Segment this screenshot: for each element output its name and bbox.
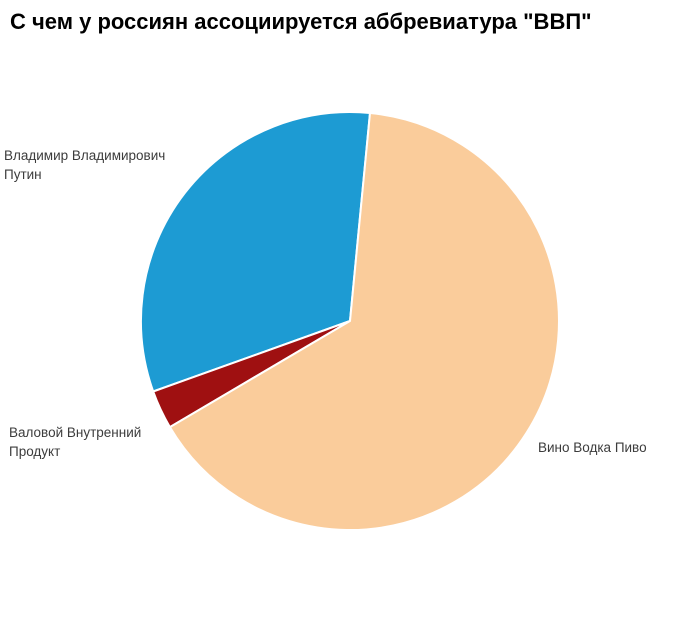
slice-label-line: Владимир Владимирович [4,148,166,163]
chart-title: С чем у россиян ассоциируется аббревиату… [10,9,592,34]
pie-slice-0 [139,111,371,393]
slice-label-gdp: Валовой Внутренний Продукт [9,423,141,461]
slice-label-wine: Вино Водка Пиво [538,438,647,457]
pie-slice-2 [168,112,560,532]
slice-label-line: Продукт [9,444,61,459]
slice-label-putin: Владимир Владимирович Путин [4,146,165,184]
slice-label-line: Вино Водка Пиво [538,440,647,455]
slice-label-line: Валовой Внутренний [9,425,142,440]
slice-label-line: Путин [4,167,42,182]
